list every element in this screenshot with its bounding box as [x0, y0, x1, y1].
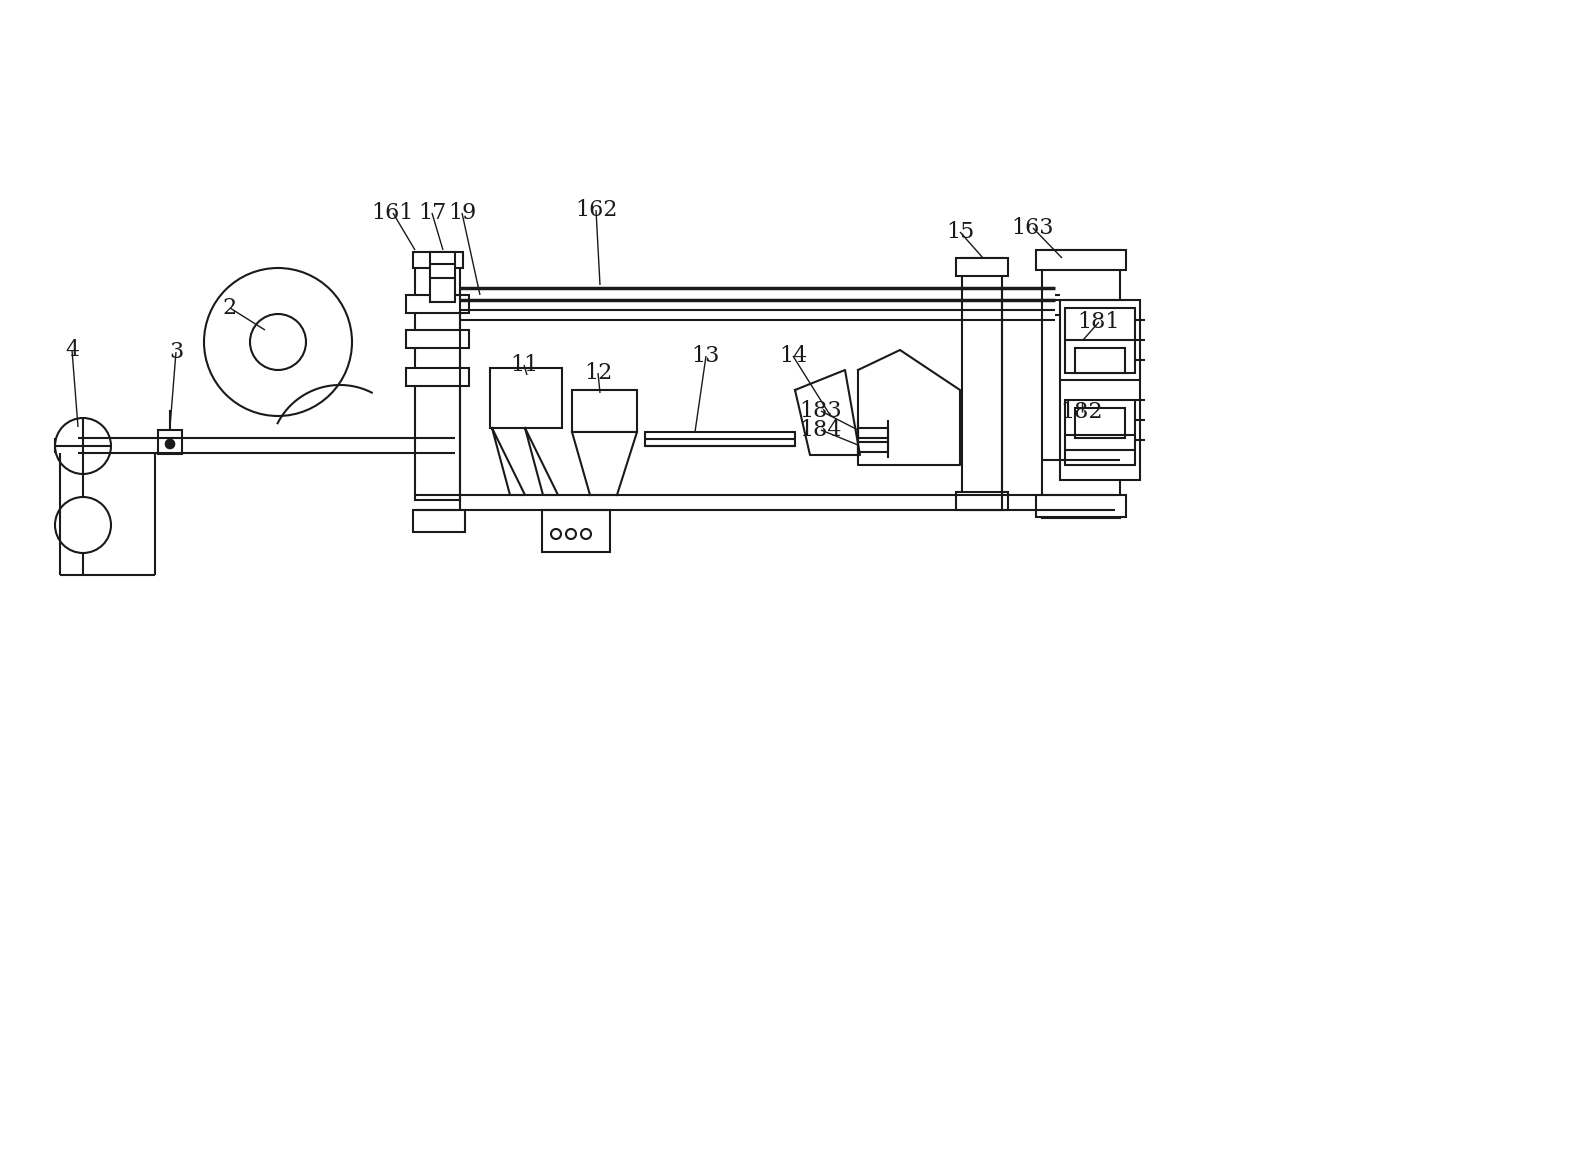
Bar: [543, 510, 609, 552]
Text: 14: 14: [779, 345, 808, 367]
Text: 15: 15: [946, 222, 974, 242]
Polygon shape: [525, 428, 559, 495]
Circle shape: [581, 529, 590, 539]
Bar: [1043, 251, 1120, 519]
Bar: [571, 390, 636, 432]
Polygon shape: [859, 350, 960, 465]
Bar: [1065, 400, 1135, 465]
Text: 183: 183: [800, 400, 843, 422]
Bar: [1060, 300, 1139, 480]
Bar: [955, 258, 1008, 276]
Bar: [413, 252, 463, 268]
Polygon shape: [492, 428, 525, 495]
Circle shape: [165, 438, 175, 449]
Text: 17: 17: [417, 202, 446, 224]
Circle shape: [567, 529, 576, 539]
Bar: [1036, 495, 1127, 517]
Text: 182: 182: [1060, 401, 1103, 423]
Bar: [413, 510, 465, 532]
Bar: [859, 442, 889, 452]
Text: 12: 12: [584, 362, 613, 384]
Circle shape: [205, 268, 352, 416]
Text: 19: 19: [448, 202, 476, 224]
Bar: [644, 432, 795, 445]
Text: 163: 163: [1013, 217, 1054, 239]
Bar: [490, 368, 562, 428]
Bar: [406, 329, 470, 348]
Text: 184: 184: [800, 419, 843, 441]
Text: 11: 11: [509, 354, 538, 376]
Circle shape: [551, 529, 560, 539]
Bar: [1074, 408, 1125, 438]
Bar: [1036, 251, 1127, 270]
Bar: [430, 252, 455, 302]
Text: 4: 4: [65, 339, 79, 361]
Text: 3: 3: [168, 341, 183, 363]
Text: 161: 161: [371, 202, 414, 224]
Bar: [1074, 348, 1125, 374]
Text: 162: 162: [574, 200, 617, 222]
Bar: [859, 428, 889, 438]
Bar: [1065, 309, 1135, 374]
Bar: [159, 430, 183, 454]
Circle shape: [251, 314, 306, 370]
Polygon shape: [795, 370, 860, 455]
Circle shape: [56, 496, 111, 553]
Text: 2: 2: [222, 297, 236, 319]
Bar: [406, 295, 470, 313]
Polygon shape: [571, 432, 636, 495]
Bar: [955, 492, 1008, 510]
Bar: [962, 258, 1001, 510]
Circle shape: [56, 418, 111, 474]
Bar: [406, 368, 470, 386]
Text: 181: 181: [1078, 311, 1120, 333]
Text: 13: 13: [692, 345, 720, 367]
Bar: [414, 264, 460, 500]
